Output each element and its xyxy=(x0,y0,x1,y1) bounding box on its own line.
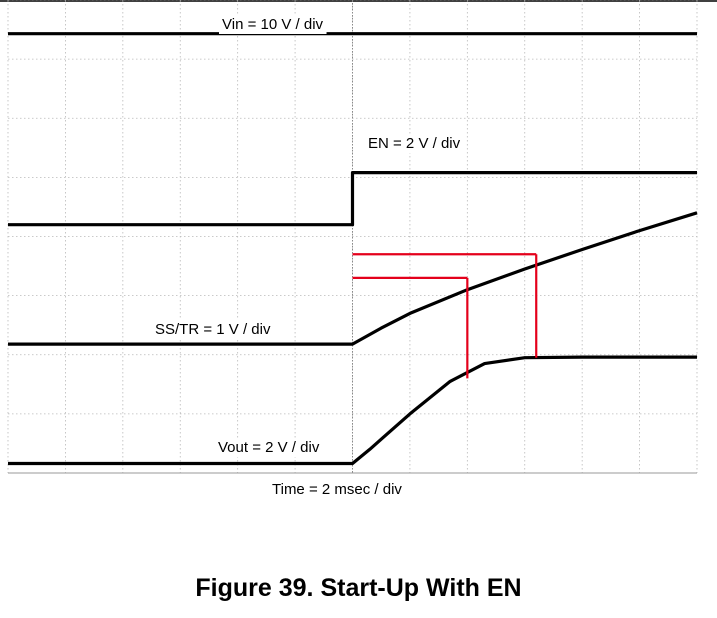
series-label-sstr: SS/TR = 1 V / div xyxy=(155,321,271,338)
grid xyxy=(7,0,698,474)
figure-caption: Figure 39. Start-Up With EN xyxy=(195,574,522,602)
oscilloscope-plot: Vin = 10 V / div EN = 2 V / div SS/TR = … xyxy=(0,0,717,498)
series-label-vout: Vout = 2 V / div xyxy=(218,439,320,456)
trace-vout xyxy=(8,355,697,466)
series-label-vin: Vin = 10 V / div xyxy=(222,16,324,33)
trace-en xyxy=(8,171,697,227)
annotation-markers xyxy=(352,253,538,379)
x-axis-label: Time = 2 msec / div xyxy=(272,481,402,498)
series-label-en: EN = 2 V / div xyxy=(368,135,461,152)
